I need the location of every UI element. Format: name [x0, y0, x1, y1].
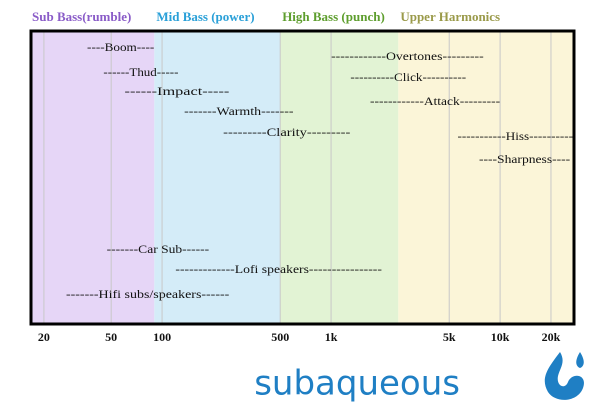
band [154, 32, 281, 323]
range-label: ------Thud----- [103, 65, 178, 79]
band-title: Mid Bass (power) [156, 9, 254, 24]
range-label: ------------Attack--------- [370, 94, 500, 108]
range-label: ---------Clarity--------- [223, 125, 350, 139]
logo-droplet [576, 352, 584, 368]
band [32, 32, 155, 323]
x-tick-label: 20 [38, 330, 50, 344]
x-tick-label: 50 [105, 330, 117, 344]
range-label: -------------Lofi speakers--------------… [175, 262, 382, 276]
band-title: Sub Bass(rumble) [32, 9, 131, 24]
plot: Sub Bass(rumble) Mid Bass (power) High Bas… [32, 9, 573, 344]
x-tick-label: 10k [491, 330, 510, 344]
logo: subaqueous [254, 364, 460, 404]
logo-drop [544, 352, 584, 400]
x-tick-label: 5k [443, 330, 456, 344]
range-label: -------Warmth------- [184, 104, 293, 118]
x-tick-label: 100 [153, 330, 171, 344]
range-label: ----------Click---------- [350, 70, 466, 84]
band-title: High Bass (punch) [282, 9, 385, 24]
x-tick-label: 500 [271, 330, 289, 344]
band-title: Upper Harmonics [400, 9, 500, 24]
x-tick-label: 20k [542, 330, 561, 344]
range-label: -----------Hiss---------- [458, 129, 573, 143]
range-label: ------------Overtones--------- [331, 49, 484, 63]
band [398, 32, 573, 323]
range-label: ------Impact----- [125, 84, 230, 98]
range-label: ----Sharpness---- [479, 152, 570, 166]
range-label: -------Hifi subs/speakers------ [66, 287, 229, 301]
range-label: ----Boom---- [87, 40, 154, 54]
range-label: -------Car Sub------ [107, 242, 210, 256]
frame [29, 29, 576, 326]
x-tick-label: 1k [325, 330, 338, 344]
band [280, 32, 399, 323]
